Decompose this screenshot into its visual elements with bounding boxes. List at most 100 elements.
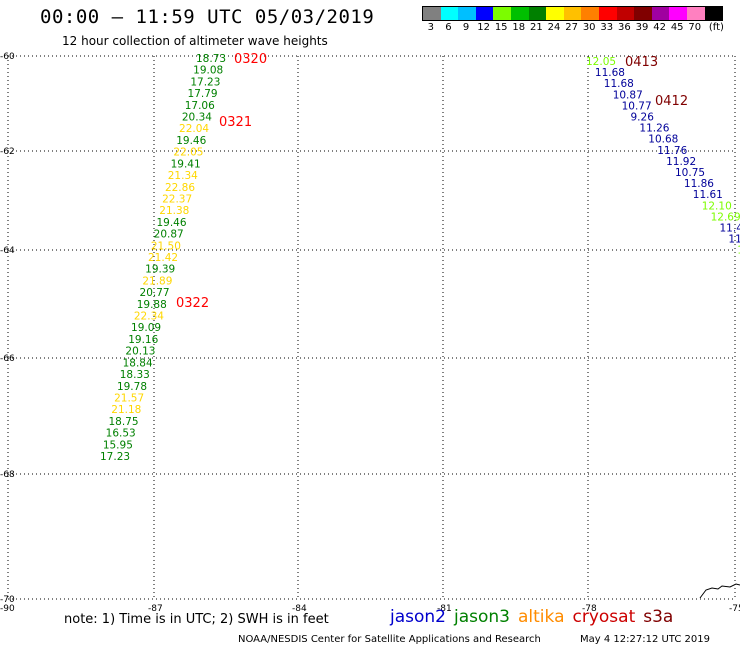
- latitude-label: -70: [0, 595, 15, 605]
- latitude-labels: -60 -62 -64 -66 -68 -70: [0, 52, 15, 605]
- wave-height-label: 22.05: [173, 147, 203, 159]
- latitude-label: -66: [0, 354, 15, 364]
- color-scale-label: 6: [445, 22, 452, 33]
- color-swatch: [581, 7, 599, 20]
- color-scale-label: 18: [512, 22, 526, 33]
- wave-height-label: 11.86: [684, 178, 714, 190]
- wave-height-label: 22.04: [179, 123, 209, 135]
- longitude-label: -87: [148, 604, 163, 614]
- color-scale-label: 30: [582, 22, 596, 33]
- wave-height-label: 20.87: [154, 229, 184, 241]
- wave-height-label: 21.89: [142, 275, 172, 287]
- color-scale-label: 27: [565, 22, 578, 33]
- latitude-label: -68: [0, 470, 15, 480]
- color-scale-label: 36: [618, 22, 631, 33]
- wave-height-label: 20.13: [125, 346, 155, 358]
- map-subtitle: 12 hour collection of altimeter wave hei…: [62, 34, 328, 48]
- legend-item-jason3: jason3: [454, 607, 510, 627]
- color-scale-labels: 3 6 9 12 15 18 21 24 27 30 33 36 39 42 45 70 (ft): [422, 22, 740, 36]
- longitude-label: -81: [437, 604, 452, 614]
- longitude-label: -75: [729, 604, 740, 614]
- wave-height-label: 11.68: [595, 67, 625, 79]
- color-swatch: [493, 7, 511, 20]
- color-scale-label: 45: [670, 22, 684, 33]
- wave-height-label: 21.50: [151, 240, 181, 252]
- wave-height-label: 19.78: [117, 381, 147, 393]
- wave-height-label: 11.68: [604, 78, 634, 90]
- wave-height-label: 9.26: [631, 112, 655, 124]
- track-west: 18.7319.0817.2317.7917.0620.3422.0419.46…: [100, 52, 267, 463]
- color-scale-label: 21: [530, 22, 543, 33]
- wave-height-label: 12.69: [711, 211, 740, 223]
- wave-height-label: 22.86: [165, 182, 195, 194]
- wave-height-label: 17.79: [188, 88, 218, 100]
- wave-height-label: 20.77: [140, 287, 170, 299]
- color-scale-label: 3: [427, 22, 434, 33]
- track-time-label: 0412: [655, 94, 688, 109]
- wave-height-label: 22.37: [162, 193, 192, 205]
- wave-height-label: 22.34: [134, 311, 164, 323]
- legend-item-altika: altika: [518, 607, 565, 627]
- color-swatch: [669, 7, 687, 20]
- color-scale-label: 42: [653, 22, 666, 33]
- wave-height-label: 10.87: [613, 89, 643, 101]
- color-swatch: [475, 7, 494, 20]
- track-east: 12.0511.6811.6810.8710.779.2611.2610.681…: [586, 55, 740, 257]
- color-swatch: [423, 7, 441, 20]
- track-time-label: 0322: [176, 296, 209, 311]
- wave-height-label: 19.46: [176, 135, 206, 147]
- legend-item-jason2: jason2: [390, 607, 446, 627]
- color-scale-bar: [422, 6, 724, 21]
- wave-height-label: 18.73: [196, 53, 226, 65]
- longitude-label: -84: [292, 604, 307, 614]
- color-swatch: [686, 7, 705, 20]
- timestamp-text: May 4 12:27:12 UTC 2019: [580, 634, 710, 645]
- legend-item-cryosat: cryosat: [572, 607, 636, 627]
- wave-height-label: 18.75: [108, 416, 138, 428]
- wave-height-label: 17.23: [190, 76, 220, 88]
- coastline: [699, 583, 740, 599]
- wave-height-label: 17.06: [185, 100, 215, 112]
- wave-height-label: 21.38: [159, 205, 189, 217]
- wave-height-label: 10.77: [622, 100, 652, 112]
- latitude-label: -60: [0, 52, 15, 62]
- wave-height-label: 18.33: [120, 369, 150, 381]
- color-swatch: [704, 7, 723, 20]
- legend-item-s3a: s3a: [643, 607, 674, 627]
- wave-height-label: 18.84: [123, 357, 153, 369]
- wave-height-label: 19.16: [128, 334, 158, 346]
- wave-height-label: 11.26: [639, 123, 669, 135]
- wave-height-label: 19.08: [193, 65, 223, 77]
- wave-height-label: 19.39: [145, 264, 175, 276]
- color-swatch: [634, 7, 652, 20]
- color-scale-label: 70: [688, 22, 702, 33]
- wave-height-label: 21.57: [114, 392, 144, 404]
- track-time-label: 0413: [625, 55, 658, 70]
- wave-height-label: 12.05: [586, 56, 616, 68]
- color-swatch: [440, 7, 459, 20]
- track-time-label: 0321: [219, 115, 252, 130]
- wave-height-label: 19.46: [156, 217, 186, 229]
- color-scale-label: 15: [494, 22, 508, 33]
- wave-height-label: 10.75: [675, 167, 705, 179]
- wave-height-label: 21.18: [111, 404, 141, 416]
- color-swatch: [598, 7, 617, 20]
- wave-height-label: 10.68: [648, 134, 678, 146]
- wave-height-label: 21.42: [148, 252, 178, 264]
- wave-height-label: 11.61: [693, 189, 723, 201]
- wave-height-label: 16.53: [106, 428, 136, 440]
- color-swatch: [651, 7, 670, 20]
- wave-height-label: 11.6: [728, 234, 740, 246]
- color-swatch: [563, 7, 582, 20]
- wave-height-label: 11.92: [666, 156, 696, 168]
- satellite-legend: jason2 jason3 altika cryosat s3a: [390, 607, 681, 627]
- latitude-label: -62: [0, 147, 15, 157]
- color-swatch: [458, 7, 476, 20]
- track-time-label: 0320: [234, 52, 267, 67]
- wave-height-label: 15.95: [103, 439, 133, 451]
- color-scale-label: (ft): [708, 22, 724, 33]
- longitude-label: -90: [0, 604, 15, 614]
- color-scale-label: 33: [600, 22, 614, 33]
- wave-height-label: 19.09: [131, 322, 161, 334]
